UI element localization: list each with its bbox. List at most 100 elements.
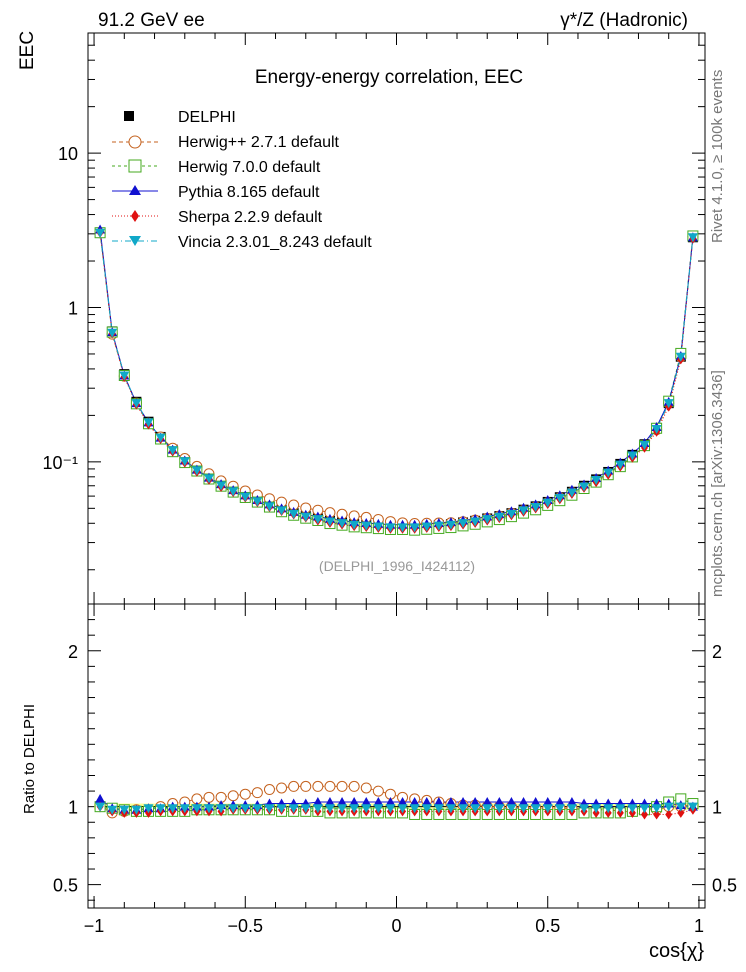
series-point-4 xyxy=(482,515,493,525)
ratio-tick-label-right: 0.5 xyxy=(712,876,737,896)
ratio-point-4 xyxy=(203,804,214,814)
ratio-tick-label-left: 1 xyxy=(68,798,78,818)
ratio-point-2 xyxy=(506,796,517,806)
series-point-4 xyxy=(252,497,263,507)
series-point-4 xyxy=(579,482,590,492)
ratio-tick-label-right: 2 xyxy=(712,642,722,662)
series-point-4 xyxy=(494,512,505,522)
series-point-4 xyxy=(276,506,287,516)
series-point-4 xyxy=(191,466,202,476)
ratio-point-4 xyxy=(639,804,650,814)
ratio-point-2 xyxy=(482,796,493,806)
series-point-4 xyxy=(458,519,469,529)
series-point-4 xyxy=(143,418,154,428)
ratio-point-2 xyxy=(445,796,456,806)
series-point-4 xyxy=(107,328,118,338)
ratio-point-4 xyxy=(119,805,130,815)
ratio-point-4 xyxy=(143,804,154,814)
series-point-4 xyxy=(324,517,335,527)
ratio-point-4 xyxy=(167,804,178,814)
series-point-4 xyxy=(651,424,662,434)
ratio-point-2 xyxy=(409,796,420,806)
ratio-point-4 xyxy=(95,802,106,812)
series-point-4 xyxy=(687,233,698,243)
series-point-4 xyxy=(385,523,396,533)
ratio-point-4 xyxy=(107,805,118,815)
ratio-point-0 xyxy=(312,780,324,792)
legend-entry-sherpa: Sherpa 2.2.9 default xyxy=(112,209,323,226)
ratio-point-3 xyxy=(641,809,649,820)
ratio-point-3 xyxy=(653,809,661,820)
ratio-point-4 xyxy=(663,802,674,812)
series-point-4 xyxy=(337,519,348,529)
legend-marker-delphi xyxy=(124,111,134,121)
ratio-tick-label-left: 0.5 xyxy=(53,876,78,896)
chart-title: Energy-energy correlation, EEC xyxy=(255,67,523,88)
legend-marker-herwig-2-7 xyxy=(128,135,142,149)
ratio-point-4 xyxy=(687,802,698,812)
series-point-4 xyxy=(470,517,481,527)
ratio-point-4 xyxy=(179,804,190,814)
legend-entry-vincia: Vincia 2.3.01_8.243 default xyxy=(112,234,372,251)
ratio-point-4 xyxy=(228,804,239,814)
analysis-id: (DELPHI_1996_I424112) xyxy=(319,558,475,574)
legend-label-herwig-2-7: Herwig++ 2.7.1 default xyxy=(178,134,340,151)
ratio-point-4 xyxy=(627,804,638,814)
ratio-point-0 xyxy=(276,782,288,794)
ratio-point-0 xyxy=(324,780,336,792)
series-point-4 xyxy=(373,522,384,532)
legend-marker-sherpa xyxy=(131,210,139,222)
series-point-4 xyxy=(433,521,444,531)
series-point-4 xyxy=(603,468,614,478)
series-line-4 xyxy=(99,232,694,528)
ratio-point-4 xyxy=(264,804,275,814)
ratio-point-4 xyxy=(518,804,529,814)
ratio-point-0 xyxy=(203,791,215,803)
ratio-point-2 xyxy=(433,796,444,806)
y-axis-title: EEC xyxy=(17,31,38,70)
ratio-point-4 xyxy=(470,804,481,814)
legend-marker-herwig-7 xyxy=(128,159,142,173)
ratio-point-0 xyxy=(288,780,300,792)
ratio-point-0 xyxy=(300,780,312,792)
ratio-point-4 xyxy=(191,804,202,814)
legend-label-herwig-7: Herwig 7.0.0 default xyxy=(178,159,321,176)
ratio-point-4 xyxy=(337,804,348,814)
ratio-point-2 xyxy=(542,796,553,806)
rivet-label: Rivet 4.1.0, ≥ 100k events xyxy=(709,70,726,243)
ratio-point-4 xyxy=(445,804,456,814)
series-line-1 xyxy=(99,232,694,531)
ratio-point-4 xyxy=(361,804,372,814)
ratio-point-4 xyxy=(131,805,142,815)
ratio-tick-label-right: 1 xyxy=(712,798,722,818)
series-point-4 xyxy=(312,515,323,525)
x-tick-label: −0.5 xyxy=(228,916,264,936)
ratio-panel-frame xyxy=(87,603,706,909)
legend-marker-vincia xyxy=(129,236,141,246)
ratio-point-0 xyxy=(239,788,251,800)
series-point-4 xyxy=(95,228,106,238)
ratio-point-0 xyxy=(263,784,275,796)
ratio-point-4 xyxy=(591,804,602,814)
ratio-point-4 xyxy=(409,804,420,814)
ratio-point-4 xyxy=(312,804,323,814)
ratio-point-2 xyxy=(324,796,335,806)
y-tick-label: 10 xyxy=(58,144,78,164)
series-point-4 xyxy=(203,474,214,484)
ratio-point-0 xyxy=(348,780,360,792)
series-point-4 xyxy=(397,523,408,533)
legend: DELPHI Herwig++ 2.7.1 default Herwig 7.0… xyxy=(112,109,372,251)
series-point-4 xyxy=(131,399,142,409)
legend-entry-delphi: DELPHI xyxy=(124,109,236,126)
legend-label-delphi: DELPHI xyxy=(178,109,236,126)
ratio-point-0 xyxy=(227,790,239,802)
ratio-point-2 xyxy=(530,796,541,806)
ratio-point-4 xyxy=(252,804,263,814)
legend-entry-pythia: Pythia 8.165 default xyxy=(112,184,320,201)
x-tick-label: −1 xyxy=(84,916,105,936)
ratio-point-4 xyxy=(579,804,590,814)
ratio-point-0 xyxy=(336,780,348,792)
series-point-4 xyxy=(155,433,166,443)
series-line-2 xyxy=(99,229,694,526)
